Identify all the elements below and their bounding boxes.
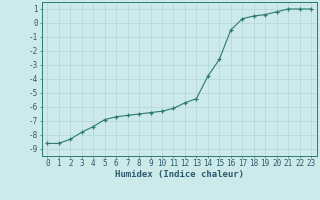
X-axis label: Humidex (Indice chaleur): Humidex (Indice chaleur) (115, 170, 244, 179)
